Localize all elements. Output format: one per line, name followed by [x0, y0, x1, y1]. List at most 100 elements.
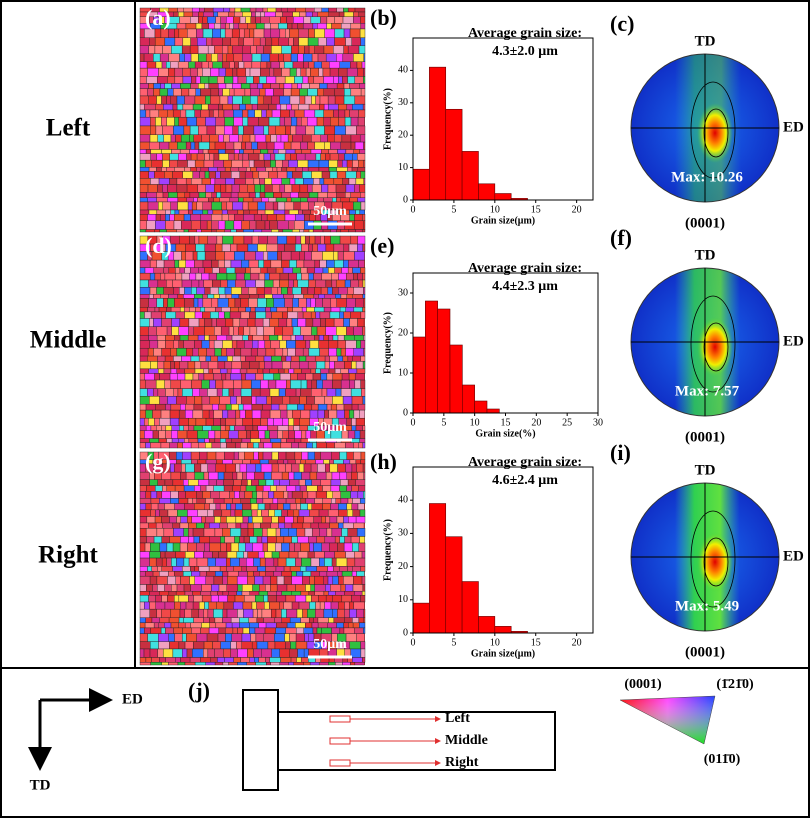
grain [199, 356, 206, 361]
grain [194, 486, 200, 492]
grain [239, 623, 249, 628]
grain [140, 307, 148, 312]
grain [348, 260, 358, 268]
grain [149, 171, 155, 178]
grain [320, 96, 328, 104]
grain [257, 642, 268, 649]
grain [226, 202, 232, 210]
grain [261, 418, 268, 425]
grain [278, 149, 286, 153]
grain [334, 17, 343, 24]
grain [300, 96, 305, 104]
grain [156, 62, 162, 68]
grain [212, 443, 220, 448]
grain [273, 202, 278, 210]
grain [242, 510, 252, 517]
path-label: Left [445, 711, 470, 726]
grain [267, 268, 276, 274]
grain [272, 452, 278, 460]
grain [214, 46, 222, 54]
grain [267, 528, 276, 536]
grain [262, 214, 268, 220]
grain [194, 135, 202, 142]
grain [342, 662, 350, 665]
grain [322, 273, 332, 280]
grain [168, 29, 174, 38]
grain [209, 369, 213, 374]
grain [194, 404, 202, 410]
grain [246, 76, 253, 83]
grain [253, 335, 263, 340]
grain [266, 662, 270, 665]
scale-label: 50μm [313, 637, 347, 652]
grain [140, 552, 150, 558]
grain [288, 426, 293, 431]
grain [266, 312, 272, 319]
grain [233, 126, 239, 135]
grain [237, 472, 242, 480]
grain [356, 426, 363, 431]
grain [243, 117, 248, 126]
grain [342, 595, 352, 602]
grain [352, 504, 358, 510]
grain [337, 571, 342, 576]
grain [168, 68, 175, 76]
grain [285, 185, 292, 193]
grain [152, 160, 163, 167]
grain [348, 76, 355, 83]
grain [281, 135, 288, 142]
grain [242, 439, 251, 443]
grain [254, 528, 263, 536]
grain [344, 618, 352, 623]
grain [144, 104, 155, 110]
grain [333, 46, 343, 54]
grain [140, 642, 150, 649]
grain [313, 273, 321, 280]
grain [206, 486, 214, 492]
bar [475, 401, 487, 413]
grain [186, 472, 195, 480]
grain [332, 396, 343, 404]
grain [185, 268, 191, 274]
grain [253, 523, 260, 528]
grain [205, 327, 215, 336]
grain [157, 260, 164, 268]
grain [180, 83, 190, 88]
grain [343, 260, 348, 268]
grain [211, 585, 219, 592]
grain [262, 609, 271, 618]
grain [344, 591, 354, 595]
grain [244, 236, 252, 244]
grain [200, 657, 210, 662]
grain [342, 571, 352, 576]
x-tick-label: 25 [562, 417, 572, 428]
grain [356, 418, 365, 425]
grain [348, 623, 353, 628]
grain [245, 178, 253, 184]
grain [284, 244, 295, 251]
grain [182, 252, 186, 261]
grain [168, 510, 177, 517]
grain [147, 62, 156, 68]
grain [149, 294, 153, 298]
grain [288, 8, 296, 12]
grain [309, 618, 314, 623]
grain [351, 389, 361, 397]
grain [283, 230, 292, 232]
grain [327, 17, 334, 24]
grain [202, 104, 208, 110]
grain [327, 389, 336, 397]
grain [159, 571, 168, 576]
grain [219, 287, 225, 294]
grain [239, 38, 244, 46]
grain [210, 536, 221, 543]
grain [361, 356, 365, 361]
grain [288, 221, 294, 230]
pole-figure: TDEDMax: 7.57(0001)(f) [610, 225, 804, 445]
bar [478, 616, 494, 633]
grain [189, 426, 194, 431]
grain [214, 154, 219, 161]
x-tick-label: 15 [531, 637, 541, 648]
grain [170, 361, 174, 368]
grain [300, 504, 307, 510]
